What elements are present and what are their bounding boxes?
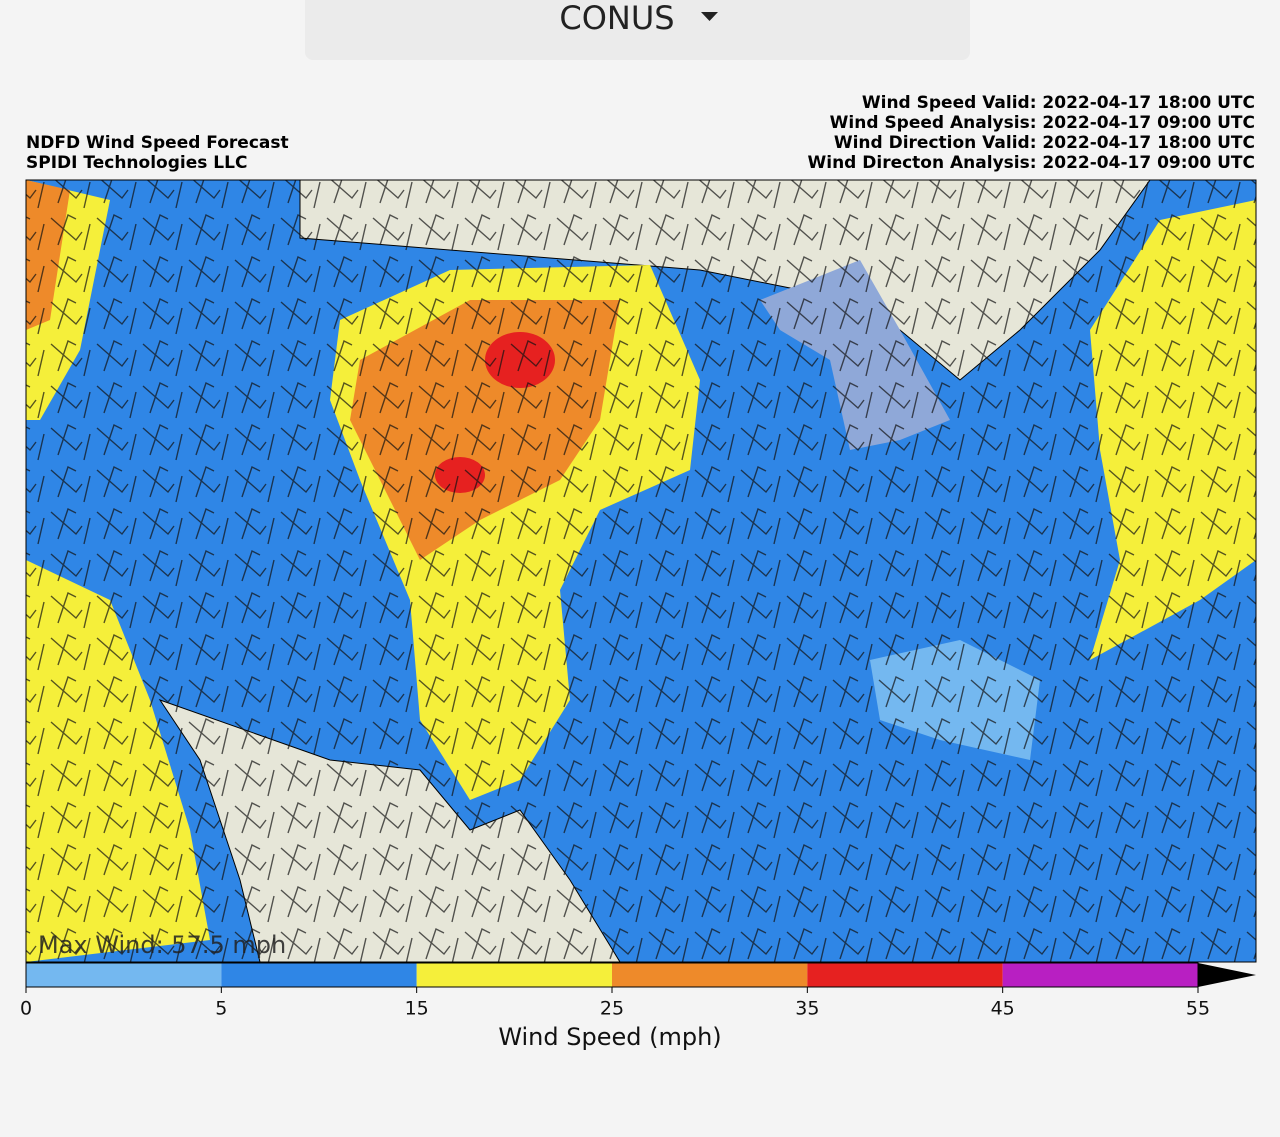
time-line: Wind Speed Valid: 2022-04-17 18:00 UTC xyxy=(862,93,1255,113)
colorbar-segment xyxy=(1002,963,1198,987)
colorbar-extend xyxy=(1198,963,1256,987)
colorbar-label: Wind Speed (mph) xyxy=(498,1023,721,1051)
time-line: Wind Directon Analysis: 2022-04-17 09:00… xyxy=(807,153,1255,173)
colorbar-segment xyxy=(26,963,222,987)
colorbar: 0 5 15 25 35 45 55 xyxy=(20,962,1256,1020)
map xyxy=(26,180,1256,962)
colorbar-tick-label: 5 xyxy=(215,998,227,1020)
time-line: Wind Speed Analysis: 2022-04-17 09:00 UT… xyxy=(830,113,1255,133)
title-line: NDFD Wind Speed Forecast xyxy=(26,133,289,153)
time-line: Wind Direction Valid: 2022-04-17 18:00 U… xyxy=(834,133,1255,153)
title-line: SPIDI Technologies LLC xyxy=(26,153,247,173)
colorbar-tick-label: 0 xyxy=(20,998,32,1020)
max-wind: Max Wind: 57.5 mph xyxy=(38,931,286,959)
colorbar-segment xyxy=(416,963,612,987)
colorbar-segment xyxy=(807,963,1003,987)
colorbar-tick-label: 15 xyxy=(405,998,429,1020)
colorbar-tick-label: 55 xyxy=(1186,998,1210,1020)
dropdown-box[interactable] xyxy=(305,0,970,60)
colorbar-segment xyxy=(221,963,417,987)
map-frame xyxy=(25,179,1257,963)
wind-barbs xyxy=(26,180,1256,962)
dropdown[interactable]: CONUS xyxy=(305,0,970,60)
colorbar-tick-label: 45 xyxy=(991,998,1015,1020)
dropdown-caret[interactable] xyxy=(701,12,718,21)
colorbar-tick-label: 25 xyxy=(600,998,624,1020)
colorbar-tick-label: 35 xyxy=(795,998,819,1020)
colorbar-segment xyxy=(612,963,808,987)
dropdown-label[interactable]: CONUS xyxy=(559,0,674,37)
